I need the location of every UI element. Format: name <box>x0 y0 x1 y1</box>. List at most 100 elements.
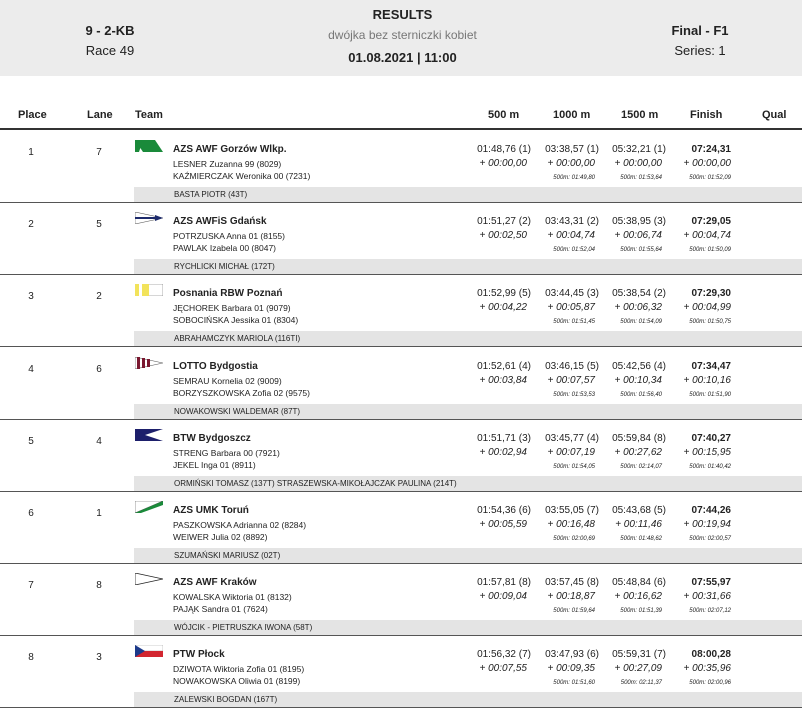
diff-finish: + 00:00,00 <box>683 158 731 169</box>
coach-name: BASTA PIOTR (43T) <box>174 190 248 199</box>
category-label: 9 - 2-KB <box>85 23 135 38</box>
club-flag-icon <box>135 356 163 369</box>
coach-bar: ABRAHAMCZYK MARIOLA (116TI) <box>134 331 802 347</box>
split-1500m: 500m: 01:51,39 <box>620 608 662 615</box>
lane-value: 2 <box>96 291 102 303</box>
coach-bar: SZUMAŃSKI MARIUSZ (02T) <box>134 548 802 563</box>
club-flag-icon <box>135 645 163 658</box>
time-1500m: 05:59,84 (8) <box>612 432 666 444</box>
place-value: 6 <box>28 508 34 519</box>
time-1000m: 03:43,31 (2) <box>545 216 599 228</box>
split-1500m: 500m: 01:54,09 <box>620 319 662 326</box>
athlete-2: JEKEL Inga 01 (8911) <box>173 459 256 470</box>
lane-value: 5 <box>96 219 102 231</box>
table-row: 1 7 AZS AWF Gorzów Wlkp. LESNER Zuzanna … <box>0 130 802 203</box>
coach-name: WÓJCIK - PIETRUSZKA IWONA (58T) <box>174 623 313 633</box>
time-finish: 08:00,28 <box>691 649 731 661</box>
diff-1000m: + 00:00,00 <box>547 158 595 169</box>
diff-1500m: + 00:06,74 <box>614 230 662 242</box>
table-row: 7 8 AZS AWF Kraków KOWALSKA Wiktoria 01 … <box>0 563 802 637</box>
diff-500m: + 00:00,00 <box>479 158 527 169</box>
coach-name: RYCHLICKI MICHAŁ (172T) <box>174 262 275 272</box>
place-value: 5 <box>28 435 34 447</box>
time-500m: 01:56,32 (7) <box>477 649 531 661</box>
time-1500m: 05:38,95 (3) <box>612 216 666 228</box>
diff-1500m: + 00:27,09 <box>614 663 662 675</box>
team-name: AZS AWF Gorzów Wlkp. <box>173 144 287 155</box>
final-label: Final - F1 <box>671 23 729 38</box>
athlete-1: KOWALSKA Wiktoria 01 (8132) <box>173 592 292 603</box>
club-flag-icon <box>135 284 163 297</box>
time-500m: 01:54,36 (6) <box>477 505 531 516</box>
club-flag-icon <box>135 501 163 513</box>
coach-bar: ZALEWSKI BOGDAN (167T) <box>134 692 802 708</box>
coach-name: ABRAHAMCZYK MARIOLA (116TI) <box>174 334 301 344</box>
time-1000m: 03:47,93 (6) <box>545 649 599 661</box>
col-finish: Finish <box>690 109 723 121</box>
lane-value: 8 <box>96 580 102 592</box>
split-1500m: 500m: 01:55,64 <box>620 247 662 254</box>
split-finish: 500m: 02:00,57 <box>689 536 731 542</box>
athlete-2: KAŹMIERCZAK Weronika 00 (7231) <box>173 171 311 181</box>
diff-1000m: + 00:16,48 <box>547 519 595 530</box>
table-row: 3 2 Posnania RBW Poznań JĘCHOREK Barbara… <box>0 274 802 348</box>
time-1500m: 05:48,84 (6) <box>612 577 666 589</box>
coach-bar: ORMIŃSKI TOMASZ (137T) STRASZEWSKA-MIKOŁ… <box>134 475 802 491</box>
col-1000m: 1000 m <box>553 109 591 121</box>
diff-1500m: + 00:06,32 <box>614 302 662 314</box>
time-finish: 07:34,47 <box>691 360 731 372</box>
athlete-2: SOBOCIŃSKA Jessika 01 (8304) <box>173 315 299 326</box>
diff-finish: + 00:35,96 <box>683 663 731 675</box>
split-1500m: 500m: 01:56,40 <box>620 391 662 398</box>
club-flag-icon <box>135 573 163 586</box>
time-1500m: 05:38,54 (2) <box>612 288 666 300</box>
place-value: 8 <box>28 652 34 664</box>
split-1000m: 500m: 01:51,60 <box>553 680 595 687</box>
athlete-1: POTRZUSKA Anna 01 (8155) <box>173 231 285 242</box>
diff-1000m: + 00:07,19 <box>547 446 595 458</box>
split-finish: 500m: 01:52,09 <box>689 175 731 181</box>
place-value: 2 <box>28 219 34 231</box>
diff-500m: + 00:03,84 <box>479 374 527 386</box>
split-1500m: 500m: 02:11,37 <box>620 680 662 687</box>
split-1000m: 500m: 02:00,69 <box>553 536 595 542</box>
table-row: 8 3 PTW Płock DZIWOTA Wiktoria Zofia 01 … <box>0 635 802 708</box>
diff-500m: + 00:09,04 <box>479 591 527 603</box>
athlete-1: DZIWOTA Wiktoria Zofia 01 (8195) <box>173 664 305 675</box>
table-row: 2 5 AZS AWFiS Gdańsk POTRZUSKA Anna 01 (… <box>0 202 802 276</box>
diff-finish: + 00:19,94 <box>683 519 731 530</box>
time-500m: 01:48,76 (1) <box>477 144 531 155</box>
time-finish: 07:44,26 <box>691 505 731 516</box>
split-finish: 500m: 01:50,75 <box>689 319 731 326</box>
col-500m: 500 m <box>488 109 520 121</box>
athlete-1: PASZKOWSKA Adrianna 02 (8284) <box>173 520 307 530</box>
diff-1000m: + 00:05,87 <box>547 302 595 314</box>
team-name: Posnania RBW Poznań <box>173 288 283 300</box>
coach-bar: WÓJCIK - PIETRUSZKA IWONA (58T) <box>134 620 802 636</box>
diff-finish: + 00:31,66 <box>683 591 731 603</box>
team-name: AZS UMK Toruń <box>173 505 249 516</box>
time-1000m: 03:46,15 (5) <box>545 360 599 372</box>
diff-1000m: + 00:18,87 <box>547 591 595 603</box>
coach-name: NOWAKOWSKI WALDEMAR (87T) <box>174 406 301 416</box>
coach-name: ZALEWSKI BOGDAN (167T) <box>174 695 278 705</box>
time-500m: 01:51,71 (3) <box>477 432 531 444</box>
col-lane: Lane <box>87 109 113 121</box>
split-1000m: 500m: 01:54,05 <box>553 463 595 470</box>
split-1000m: 500m: 01:49,80 <box>553 175 595 181</box>
athlete-2: WEIWER Julia 02 (8892) <box>173 532 268 542</box>
athlete-1: JĘCHOREK Barbara 01 (9079) <box>173 303 291 314</box>
coach-name: ORMIŃSKI TOMASZ (137T) STRASZEWSKA-MIKOŁ… <box>174 478 457 488</box>
diff-1500m: + 00:00,00 <box>614 158 662 169</box>
diff-1500m: + 00:16,62 <box>614 591 662 603</box>
athlete-2: NOWAKOWSKA Oliwia 01 (8199) <box>173 676 301 687</box>
diff-1000m: + 00:04,74 <box>547 230 595 242</box>
place-value: 3 <box>28 291 34 303</box>
place-value: 4 <box>28 363 34 375</box>
split-1500m: 500m: 02:14,07 <box>620 463 662 470</box>
athlete-2: BORZYSZKOWSKA Zofia 02 (9575) <box>173 387 310 398</box>
club-flag-icon <box>135 428 163 441</box>
split-1000m: 500m: 01:52,04 <box>553 247 595 254</box>
diff-1000m: + 00:09,35 <box>547 663 595 675</box>
diff-1000m: + 00:07,57 <box>547 374 595 386</box>
